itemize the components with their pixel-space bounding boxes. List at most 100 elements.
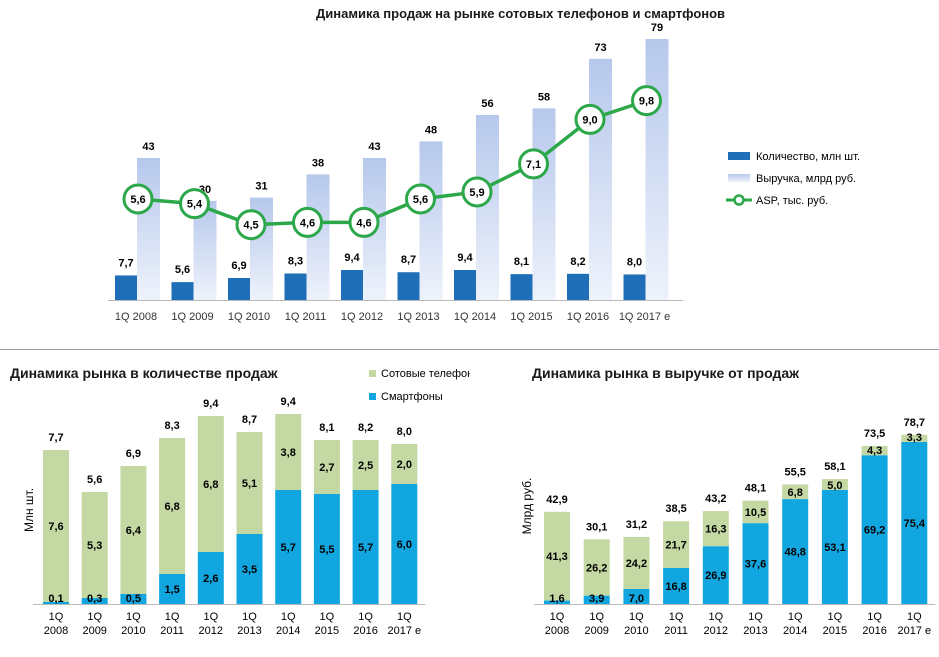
total-value-label: 9,4 xyxy=(281,396,297,408)
x-tick-label-year: 2014 xyxy=(276,625,300,637)
total-value-label: 30,1 xyxy=(586,521,607,533)
smartphones-value-label: 69,2 xyxy=(864,525,885,537)
phones-segment xyxy=(81,492,108,598)
quantity-bar-label: 5,6 xyxy=(175,264,190,276)
x-tick-label: 1Q 2013 xyxy=(397,311,439,323)
total-value-label: 43,2 xyxy=(705,493,726,505)
asp-point xyxy=(518,148,549,180)
x-tick-label-year: 2008 xyxy=(545,625,569,637)
x-tick-label: 1Q 2011 xyxy=(285,311,326,323)
phones-segment xyxy=(43,450,69,602)
legend-phones-swatch xyxy=(369,370,376,377)
phones-segment xyxy=(275,414,302,490)
top-chart-title: Динамика продаж на рынке сотовых телефон… xyxy=(316,6,726,21)
smartphones-value-label: 37,6 xyxy=(745,559,766,571)
phones-segment xyxy=(583,539,610,596)
revenue-bar-label: 31 xyxy=(255,181,267,193)
asp-point xyxy=(461,176,493,208)
smartphones-segment xyxy=(782,499,809,604)
phones-value-label: 3,8 xyxy=(281,447,296,459)
revenue-bar-label: 38 xyxy=(312,157,324,169)
smartphones-segment xyxy=(663,567,690,604)
smartphones-value-label: 16,8 xyxy=(665,581,686,593)
x-tick-label-quarter: 1Q xyxy=(788,611,803,623)
phones-value-label: 6,8 xyxy=(203,479,218,491)
x-tick-label-quarter: 1Q xyxy=(358,611,373,623)
x-tick-label-year: 2014 xyxy=(783,625,807,637)
x-tick-label-quarter: 1Q xyxy=(281,611,296,623)
smartphones-value-label: 7,0 xyxy=(629,593,644,605)
total-value-label: 8,1 xyxy=(319,422,334,434)
phones-segment xyxy=(391,444,418,484)
x-tick-label: 1Q 2014 xyxy=(454,311,496,323)
total-value-label: 48,1 xyxy=(745,483,766,495)
smartphones-segment xyxy=(236,534,263,604)
legend-quantity-label: Количество, млн шт. xyxy=(756,151,860,163)
total-value-label: 73,5 xyxy=(864,428,885,440)
legend-asp-marker xyxy=(733,194,745,206)
x-tick-label-year: 2013 xyxy=(743,625,767,637)
x-tick-label-year: 2009 xyxy=(82,625,106,637)
x-tick-label-year: 2016 xyxy=(353,625,377,637)
revenue-bar-label: 56 xyxy=(481,98,493,110)
asp-label: 7,1 xyxy=(526,159,541,171)
phones-value-label: 21,7 xyxy=(665,540,686,552)
x-tick-label-quarter: 1Q xyxy=(708,611,723,623)
legend-asp-label: ASP, тыс. руб. xyxy=(756,195,828,207)
phones-value-label: 26,2 xyxy=(586,562,607,574)
quantity-bar-label: 8,7 xyxy=(401,254,416,266)
x-tick-label-quarter: 1Q xyxy=(748,611,763,623)
phones-value-label: 6,8 xyxy=(164,501,179,513)
total-value-label: 8,2 xyxy=(358,422,373,434)
revenue-market-chart: Динамика рынка в выручке от продаж Млрд … xyxy=(470,352,939,657)
legend-revenue-swatch xyxy=(728,174,750,182)
quantity-bar xyxy=(567,273,589,300)
phones-segment xyxy=(544,511,570,601)
phones-value-label: 6,4 xyxy=(126,525,142,537)
phones-segment xyxy=(663,521,690,568)
smartphones-value-label: 0,1 xyxy=(48,593,63,605)
asp-label: 9,0 xyxy=(582,114,597,126)
legend-smartphones-swatch xyxy=(369,393,376,400)
total-value-label: 42,9 xyxy=(546,494,567,506)
x-tick-label-quarter: 1Q xyxy=(907,611,922,623)
smartphones-segment xyxy=(81,598,108,604)
phones-value-label: 5,3 xyxy=(87,540,102,552)
smartphones-value-label: 48,8 xyxy=(784,547,805,559)
smartphones-segment xyxy=(702,546,729,604)
x-tick-label: 1Q 2009 xyxy=(171,311,213,323)
x-tick-label-year: 2010 xyxy=(121,625,145,637)
x-tick-label: 1Q 2010 xyxy=(228,311,270,323)
smartphones-segment xyxy=(391,484,418,604)
smartphones-value-label: 5,7 xyxy=(281,542,296,554)
x-tick-label-year: 2013 xyxy=(237,625,261,637)
smartphones-value-label: 3,5 xyxy=(242,564,257,576)
x-tick-label: 1Q 2012 xyxy=(341,311,383,323)
smartphones-value-label: 26,9 xyxy=(705,570,726,582)
asp-label: 4,6 xyxy=(300,217,315,229)
x-tick-label: 1Q 2015 xyxy=(510,311,552,323)
legend-smartphones-label: Смартфоны xyxy=(381,391,443,403)
smartphones-value-label: 0,5 xyxy=(126,593,141,605)
asp-line xyxy=(137,99,648,227)
quantity-bar-label: 8,2 xyxy=(570,256,585,268)
quantity-bar xyxy=(623,274,646,300)
quantity-bar xyxy=(284,273,307,300)
quantity-chart-title: Динамика рынка в количестве продаж xyxy=(10,365,278,381)
revenue-bar xyxy=(193,200,217,300)
total-value-label: 8,7 xyxy=(242,414,257,426)
asp-point xyxy=(631,85,662,117)
x-tick-label-year: 2015 xyxy=(823,625,847,637)
quantity-bar-label: 8,1 xyxy=(514,256,529,268)
total-value-label: 7,7 xyxy=(48,432,63,444)
smartphones-value-label: 1,5 xyxy=(164,584,179,596)
x-tick-label-year: 2016 xyxy=(862,625,886,637)
total-value-label: 31,2 xyxy=(626,519,647,531)
total-value-label: 78,7 xyxy=(904,417,925,429)
quantity-bar xyxy=(454,270,476,300)
phones-value-label: 6,8 xyxy=(788,487,803,499)
phones-segment xyxy=(120,466,147,594)
revenue-bar-label: 43 xyxy=(142,141,154,153)
phones-value-label: 7,6 xyxy=(48,521,63,533)
quantity-bar xyxy=(228,277,250,300)
